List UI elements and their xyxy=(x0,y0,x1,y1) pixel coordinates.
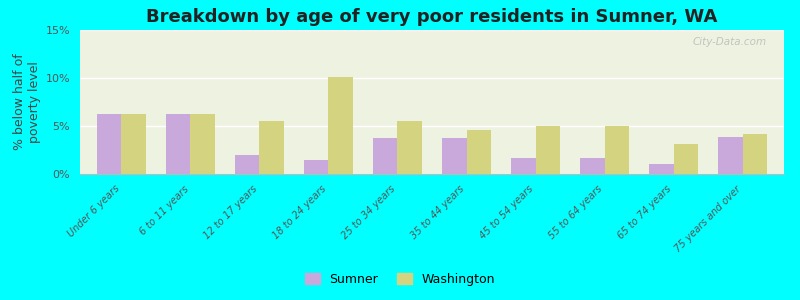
Bar xyxy=(674,144,698,174)
Bar xyxy=(304,160,329,174)
Bar xyxy=(718,136,742,174)
Bar xyxy=(98,113,122,174)
Bar xyxy=(398,121,422,174)
Bar xyxy=(259,121,284,174)
Bar xyxy=(742,134,766,174)
Bar xyxy=(235,155,259,174)
Bar xyxy=(650,164,674,174)
Bar xyxy=(605,126,629,174)
Bar xyxy=(466,130,490,174)
Bar xyxy=(122,115,146,174)
Bar xyxy=(190,115,214,174)
Bar xyxy=(442,139,466,174)
Bar xyxy=(374,139,398,174)
Bar xyxy=(511,158,535,174)
Title: Breakdown by age of very poor residents in Sumner, WA: Breakdown by age of very poor residents … xyxy=(146,8,718,26)
Bar xyxy=(535,126,560,174)
Bar xyxy=(580,158,605,174)
Text: City-Data.com: City-Data.com xyxy=(692,37,766,47)
Bar xyxy=(166,113,190,174)
Bar xyxy=(329,77,353,174)
Y-axis label: % below half of
poverty level: % below half of poverty level xyxy=(14,54,42,150)
Legend: Sumner, Washington: Sumner, Washington xyxy=(299,268,501,291)
